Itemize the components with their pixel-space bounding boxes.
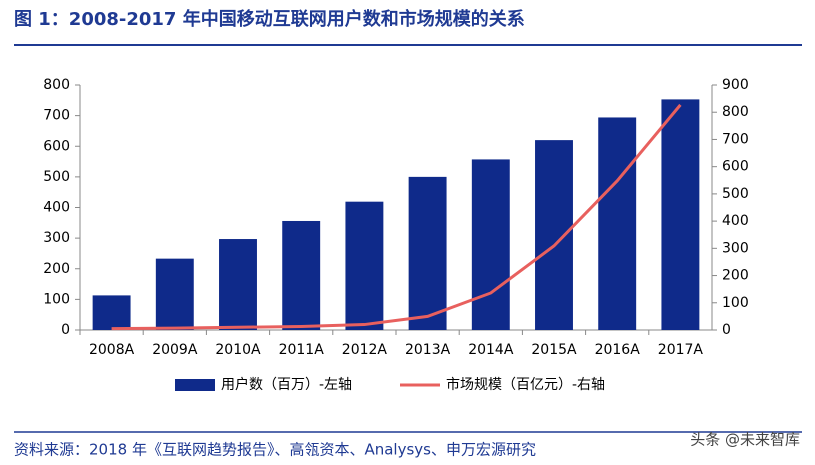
y2-tick-label: 600 [722,159,749,175]
bar [598,117,637,331]
y-tick-label: 300 [43,230,70,246]
x-tick-label: 2010A [215,342,261,358]
y-tick-label: 200 [43,261,70,277]
x-tick-label: 2013A [405,342,451,358]
bar [661,99,700,330]
y-tick-label: 500 [43,169,70,185]
bar [471,159,510,330]
line [111,103,682,331]
y2-tick-label: 100 [722,295,749,311]
x-tick-label: 2017A [658,342,704,358]
bar [535,140,573,330]
x-tick-label: 2012A [342,342,388,358]
y2-tick-label: 800 [722,104,749,120]
x-tick-label: 2016A [595,342,641,358]
bar [408,176,447,330]
y2-tick-label: 900 [722,77,749,93]
x-tick-label: 2011A [279,342,325,358]
bar [219,239,257,330]
watermark: 头条 @未来智库 [690,431,800,449]
y2-tick-label: 300 [722,240,749,256]
bar [282,220,321,330]
legend-label: 市场规模（百亿元）-右轴 [446,376,605,393]
y-tick-label: 0 [61,322,70,338]
y2-tick-label: 0 [722,322,731,338]
y-tick-label: 100 [43,291,70,307]
legend-label: 用户数（百万）-左轴 [221,376,352,393]
x-tick-label: 2015A [531,342,577,358]
bar [345,201,384,330]
chart-title: 图 1：2008-2017 年中国移动互联网用户数和市场规模的关系 [14,8,525,30]
y-tick-label: 700 [43,108,70,124]
y-tick-label: 600 [43,138,70,154]
y-tick-label: 800 [43,77,70,93]
y2-tick-label: 200 [722,268,749,284]
y2-tick-label: 400 [722,213,749,229]
y2-tick-label: 700 [722,131,749,147]
bar [92,295,131,330]
legend-swatch [175,379,215,391]
source: 资料来源：2018 年《互联网趋势报告》、高瓴资本、Analysys、申万宏源研… [14,441,536,459]
y2-tick-label: 500 [722,186,749,202]
y-tick-label: 400 [43,200,70,216]
x-tick-label: 2014A [468,342,514,358]
bar [155,258,194,330]
x-tick-label: 2009A [152,342,198,358]
x-tick-label: 2008A [89,342,135,358]
